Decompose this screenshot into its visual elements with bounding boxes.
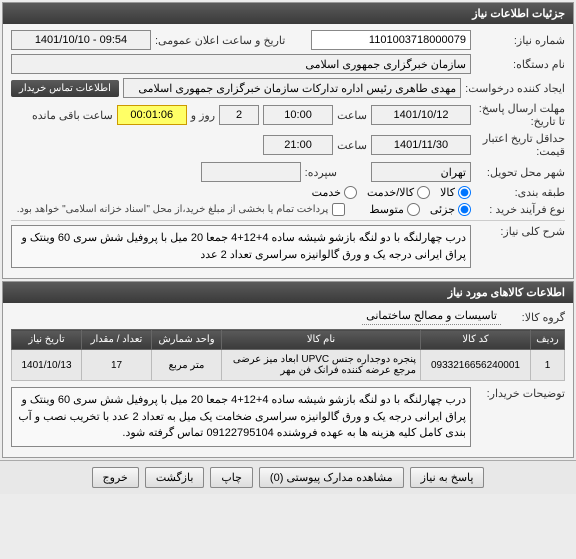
print-button[interactable]: چاپ xyxy=(210,467,253,488)
items-panel-title: اطلاعات کالاهای مورد نیاز xyxy=(3,282,573,303)
back-button[interactable]: بازگشت xyxy=(145,467,205,488)
general-desc-text: درب چهارلنگه با دو لنگه بازشو شیشه ساده … xyxy=(11,225,471,268)
panel-title: جزئیات اطلاعات نیاز xyxy=(3,3,573,24)
buyer-notes-text: درب چهارلنگه با دو لنگه بازشو شیشه ساده … xyxy=(11,387,471,447)
purchase-type-label: نوع فرآیند خرید : xyxy=(475,203,565,216)
announce-datetime-field xyxy=(11,30,151,50)
col-unit: واحد شمارش xyxy=(152,330,222,350)
remaining-suffix: ساعت باقی مانده xyxy=(32,109,113,122)
deposit-field xyxy=(201,162,301,182)
days-and-label: روز و xyxy=(191,109,215,122)
days-remaining-field xyxy=(219,105,259,125)
validity-label: حداقل تاریخ اعتبار قیمت: xyxy=(475,132,565,158)
items-panel: اطلاعات کالاهای مورد نیاز گروه کالا: تاس… xyxy=(2,281,574,458)
pt-small-radio[interactable]: جزئی xyxy=(430,203,471,216)
partial-payment-checkbox-row: پرداخت تمام یا بخشی از مبلغ خرید،از محل … xyxy=(17,203,346,216)
remaining-time-highlight: 00:01:06 xyxy=(117,105,187,125)
cell-name: پنجره دوجداره جنس UPVC ابعاد میز عرضی مر… xyxy=(222,350,421,381)
cat-goods-radio[interactable]: کالا xyxy=(440,186,471,199)
response-deadline-label-1: مهلت ارسال پاسخ: xyxy=(479,103,565,115)
partial-payment-checkbox[interactable] xyxy=(332,203,345,216)
cell-qty: 17 xyxy=(82,350,152,381)
attachments-button[interactable]: مشاهده مدارک پیوستی (0) xyxy=(259,467,404,488)
main-panel: جزئیات اطلاعات نیاز شماره نیاز: تاریخ و … xyxy=(2,2,574,279)
requester-field xyxy=(123,78,461,98)
response-deadline-label: مهلت ارسال پاسخ: تا تاریخ: xyxy=(475,102,565,128)
col-date: تاریخ نیاز xyxy=(12,330,82,350)
pt-small-label: جزئی xyxy=(430,203,455,216)
cat-service-label: کالا/خدمت xyxy=(367,186,414,199)
buyer-notes-label: توضیحات خریدار: xyxy=(475,387,565,400)
row-validity: حداقل تاریخ اعتبار قیمت: ساعت xyxy=(11,132,565,158)
org-name-label: نام دستگاه: xyxy=(475,58,565,71)
table-row[interactable]: 10933216656240001پنجره دوجداره جنس UPVC … xyxy=(12,350,565,381)
row-general-desc: شرح کلی نیاز: درب چهارلنگه با دو لنگه با… xyxy=(11,225,565,268)
col-name: نام کالا xyxy=(222,330,421,350)
general-desc-label: شرح کلی نیاز: xyxy=(475,225,565,238)
row-org-name: نام دستگاه: xyxy=(11,54,565,74)
group-value: تاسیسات و مصالح ساختمانی xyxy=(362,309,501,325)
cat-service-only-radio[interactable]: خدمت xyxy=(312,186,357,199)
attachments-label: مشاهده مدارک پیوستی xyxy=(286,472,392,484)
cat-service-only-label: خدمت xyxy=(312,186,341,199)
delivery-city-label: شهر محل تحویل: xyxy=(475,166,565,179)
pt-medium-radio[interactable]: متوسط xyxy=(369,203,420,216)
col-qty: تعداد / مقدار xyxy=(82,330,152,350)
cell-date: 1401/10/13 xyxy=(12,350,82,381)
time-label-1: ساعت xyxy=(337,109,367,122)
items-table: ردیف کد کالا نام کالا واحد شمارش تعداد /… xyxy=(11,329,565,381)
row-need-number: شماره نیاز: تاریخ و ساعت اعلان عمومی: xyxy=(11,30,565,50)
group-label: گروه کالا: xyxy=(505,311,565,324)
partial-payment-label: پرداخت تمام یا بخشی از مبلغ خرید،از محل … xyxy=(17,204,329,215)
exit-button[interactable]: خروج xyxy=(92,467,139,488)
validity-time-field xyxy=(263,135,333,155)
announce-datetime-label: تاریخ و ساعت اعلان عمومی: xyxy=(155,34,285,47)
validity-date-field xyxy=(371,135,471,155)
validity-label-2: قیمت: xyxy=(536,146,565,158)
details-body: شماره نیاز: تاریخ و ساعت اعلان عمومی: نا… xyxy=(3,24,573,278)
response-date-field xyxy=(371,105,471,125)
cell-code: 0933216656240001 xyxy=(421,350,531,381)
row-group: گروه کالا: تاسیسات و مصالح ساختمانی xyxy=(11,309,565,325)
row-delivery-city: شهر محل تحویل: سپرده: xyxy=(11,162,565,182)
category-radio-group: کالا کالا/خدمت خدمت xyxy=(312,186,471,199)
org-name-field xyxy=(11,54,471,74)
need-number-label: شماره نیاز: xyxy=(475,34,565,47)
divider-1 xyxy=(11,220,565,221)
row-requester: ایجاد کننده درخواست: اطلاعات تماس خریدار xyxy=(11,78,565,98)
row-purchase-type: نوع فرآیند خرید : جزئی متوسط پرداخت تمام… xyxy=(11,203,565,216)
response-time-field xyxy=(263,105,333,125)
purchase-type-radio-group: جزئی متوسط xyxy=(369,203,471,216)
pt-medium-label: متوسط xyxy=(369,203,404,216)
validity-label-1: حداقل تاریخ اعتبار xyxy=(483,133,565,145)
deposit-label: سپرده: xyxy=(305,166,337,179)
attachments-count: (0) xyxy=(270,472,283,484)
respond-button[interactable]: پاسخ به نیاز xyxy=(410,467,485,488)
cat-goods-label: کالا xyxy=(440,186,455,199)
row-buyer-notes: توضیحات خریدار: درب چهارلنگه با دو لنگه … xyxy=(11,387,565,447)
response-deadline-label-2: تا تاریخ: xyxy=(531,116,565,128)
row-category: طبقه بندی: کالا کالا/خدمت خدمت xyxy=(11,186,565,199)
footer-buttons: پاسخ به نیاز مشاهده مدارک پیوستی (0) چاپ… xyxy=(0,460,576,494)
col-code: کد کالا xyxy=(421,330,531,350)
cell-row: 1 xyxy=(531,350,565,381)
buyer-contact-tab[interactable]: اطلاعات تماس خریدار xyxy=(11,80,119,97)
row-response-deadline: مهلت ارسال پاسخ: تا تاریخ: ساعت روز و 00… xyxy=(11,102,565,128)
table-header-row: ردیف کد کالا نام کالا واحد شمارش تعداد /… xyxy=(12,330,565,350)
time-label-2: ساعت xyxy=(337,139,367,152)
cell-unit: متر مربع xyxy=(152,350,222,381)
category-label: طبقه بندی: xyxy=(475,186,565,199)
items-body: گروه کالا: تاسیسات و مصالح ساختمانی ردیف… xyxy=(3,303,573,457)
cat-service-radio[interactable]: کالا/خدمت xyxy=(367,186,430,199)
need-number-field[interactable] xyxy=(311,30,471,50)
delivery-city-field xyxy=(371,162,471,182)
requester-label: ایجاد کننده درخواست: xyxy=(465,82,565,95)
col-row: ردیف xyxy=(531,330,565,350)
